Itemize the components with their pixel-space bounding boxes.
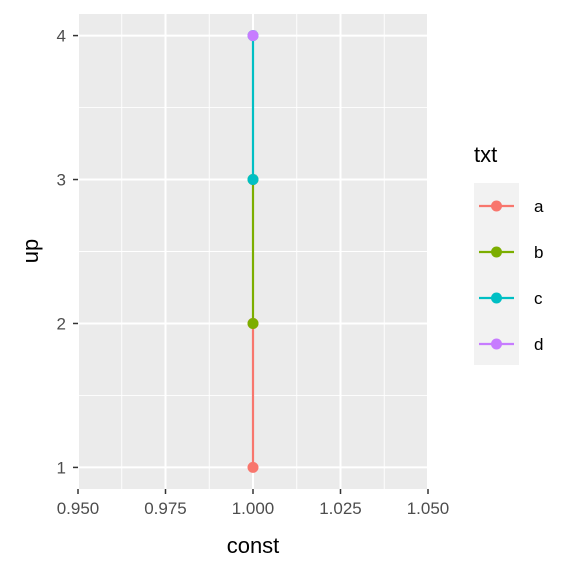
y-tick-label: 4 [57,27,66,46]
x-axis: 0.950 0.975 1.000 1.025 1.050 [57,489,450,518]
data-point-d [247,30,259,42]
legend-key-point-c [491,292,502,304]
data-point-c [247,174,259,186]
y-tick-label: 1 [57,458,66,477]
x-tick-label: 0.975 [144,499,187,518]
legend-key-background [474,183,519,365]
legend-title: txt [474,142,497,167]
legend-key-point-a [491,200,502,212]
y-axis: 1 2 3 4 [57,27,78,477]
legend-label-c: c [534,289,543,308]
legend-label-a: a [534,197,544,216]
x-tick-label: 1.000 [232,499,275,518]
legend-label-b: b [534,243,543,262]
legend-key-point-b [491,246,502,258]
data-point-a [247,461,259,473]
y-tick-label: 3 [57,171,66,190]
series-points [247,30,259,473]
legend-label-d: d [534,335,543,354]
x-tick-label: 0.950 [57,499,100,518]
x-tick-label: 1.050 [407,499,450,518]
x-tick-label: 1.025 [319,499,362,518]
y-tick-label: 2 [57,314,66,333]
data-point-b [247,317,259,329]
y-axis-title: up [18,239,43,263]
x-axis-title: const [227,533,280,558]
legend: txt a b c d [474,142,544,365]
legend-key-point-d [491,338,502,350]
